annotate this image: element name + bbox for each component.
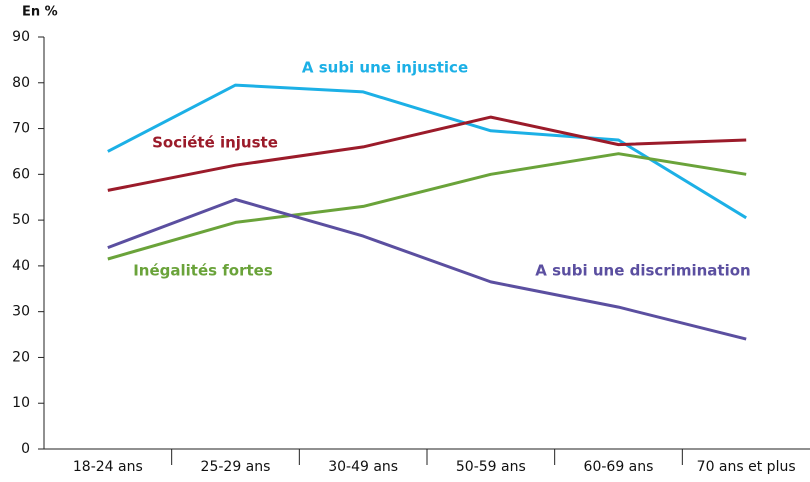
y-axis-label: En % (22, 5, 58, 20)
x-tick-label: 18-24 ans (73, 459, 143, 475)
x-tick-label: 30-49 ans (328, 459, 398, 475)
y-tick-label: 50 (12, 212, 30, 228)
line-series (107, 115, 747, 192)
y-tick-label: 20 (12, 349, 30, 365)
y-tick-label: 60 (12, 166, 30, 182)
line-series (107, 83, 747, 220)
series-label: A subi une injustice (302, 59, 468, 77)
x-tick-label: 60-69 ans (584, 459, 654, 475)
series-label: Inégalités fortes (133, 262, 273, 280)
y-tick-label: 70 (12, 121, 30, 137)
series-label: A subi une discrimination (535, 262, 750, 280)
x-tick-label: 25-29 ans (201, 459, 271, 475)
x-tick-label: 50-59 ans (456, 459, 526, 475)
y-tick-label: 0 (21, 441, 30, 457)
line-series (107, 152, 747, 261)
line-series (107, 198, 747, 341)
y-tick-label: 80 (12, 75, 30, 91)
y-tick-label: 10 (12, 395, 30, 411)
y-tick-label: 30 (12, 304, 30, 320)
y-tick-label: 40 (12, 258, 30, 274)
x-tick-label: 70 ans et plus (697, 459, 796, 475)
series-label: Société injuste (152, 134, 278, 152)
y-tick-label: 90 (12, 29, 30, 45)
